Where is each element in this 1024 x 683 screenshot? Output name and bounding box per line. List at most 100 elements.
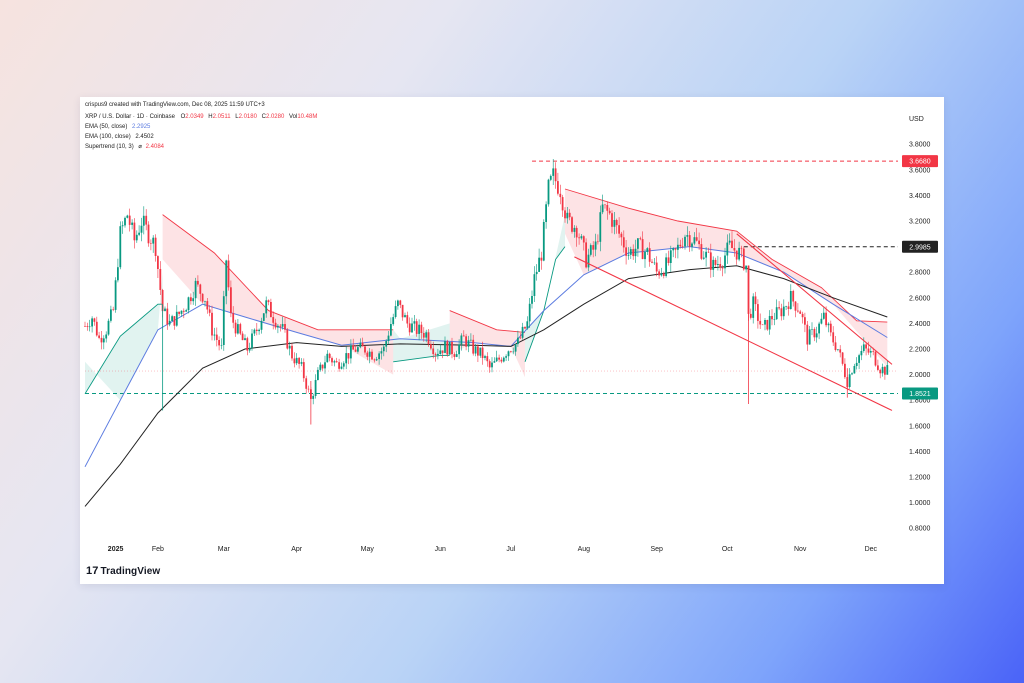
candle-body xyxy=(451,342,453,355)
candle-body xyxy=(397,300,399,307)
candle-body xyxy=(375,359,378,361)
ema100-legend: EMA (100, close) 2.4502 xyxy=(85,134,154,140)
candle-body xyxy=(693,237,696,244)
currency-label: USD xyxy=(909,116,924,123)
candle-body xyxy=(168,320,171,325)
candle-body xyxy=(138,232,140,235)
candle-body xyxy=(267,300,270,303)
candle-body xyxy=(279,325,282,327)
candle-body xyxy=(785,306,787,307)
candle-body xyxy=(154,237,157,256)
candle-body xyxy=(204,301,206,302)
candle-body xyxy=(314,380,317,396)
candle-body xyxy=(493,361,496,363)
candle-body xyxy=(517,337,519,345)
candle-body xyxy=(147,224,150,244)
candle-body xyxy=(582,236,585,243)
candle-body xyxy=(437,353,439,356)
candle-body xyxy=(392,317,395,325)
candle-body xyxy=(872,351,875,352)
candle-body xyxy=(797,310,799,312)
candle-body xyxy=(484,356,486,358)
candle-body xyxy=(575,227,578,238)
candle-body xyxy=(733,248,736,251)
candle-body xyxy=(589,245,592,255)
candle-body xyxy=(180,310,183,314)
candle-body xyxy=(521,326,524,338)
candle-body xyxy=(342,363,345,367)
supertrend-band-0 xyxy=(85,272,163,401)
candle-body xyxy=(460,335,463,345)
ohlc-low-value: 2.0180 xyxy=(239,114,258,120)
candle-body xyxy=(782,306,785,317)
ohlc-vol-label: Vol xyxy=(289,114,297,120)
ema50-name: EMA (50, close) xyxy=(85,124,127,130)
candle-body xyxy=(801,313,804,318)
candle-body xyxy=(444,341,446,353)
candle-body xyxy=(644,252,646,260)
x-tick-label-5: Jun xyxy=(435,546,446,553)
candle-body xyxy=(724,255,726,269)
candle-body xyxy=(695,237,698,241)
candle-body xyxy=(472,339,475,354)
symbol-name: XRP / U.S. Dollar · 1D · Coinbase xyxy=(85,114,176,120)
candle-body xyxy=(232,313,235,323)
supertrend-legend: Supertrend (10, 3) ⌀ 2.4084 xyxy=(85,144,165,150)
ema50-value: 2.2925 xyxy=(132,124,151,130)
candle-body xyxy=(707,251,710,253)
candle-body xyxy=(161,290,164,312)
candle-body xyxy=(241,333,244,341)
tradingview-logo: 17 TradingView xyxy=(86,565,160,577)
chart-attribution: crispus9 created with TradingView.com, D… xyxy=(85,102,265,108)
candle-body xyxy=(258,329,260,332)
ohlc-high-value: 2.0511 xyxy=(213,114,232,120)
x-tick-label-11: Dec xyxy=(865,546,878,553)
candle-body xyxy=(135,234,138,241)
price-badges: 3.6680 2.9985 1.8521 xyxy=(902,155,938,400)
ema100-name: EMA (100, close) xyxy=(85,134,131,140)
candle-body xyxy=(117,267,119,281)
candle-body xyxy=(300,362,303,364)
candle-body xyxy=(719,264,722,268)
candle-body xyxy=(222,296,225,345)
candle-body xyxy=(131,222,133,225)
candle-body xyxy=(335,361,338,363)
candle-body xyxy=(408,323,411,333)
candle-body xyxy=(766,320,769,330)
candle-body xyxy=(742,248,745,270)
candle-body xyxy=(775,307,778,320)
x-tick-label-9: Oct xyxy=(722,546,733,553)
candle-body xyxy=(201,293,204,302)
candle-body xyxy=(648,248,651,262)
candle-body xyxy=(152,237,155,244)
candle-body xyxy=(95,321,98,336)
ohlc-vol-value: 10.48M xyxy=(297,114,317,120)
price-badge-text-0: 3.6680 xyxy=(909,159,931,166)
candle-body xyxy=(886,365,889,375)
tradingview-mark-icon: 17 xyxy=(86,565,99,577)
candle-body xyxy=(119,226,122,268)
candle-body xyxy=(182,310,185,312)
supertrend-line-4 xyxy=(524,246,566,362)
candle-body xyxy=(491,362,493,368)
candle-body xyxy=(328,353,331,359)
candle-body xyxy=(740,247,743,249)
x-tick-label-10: Nov xyxy=(794,546,807,553)
candle-body xyxy=(806,324,809,345)
candle-body xyxy=(837,349,839,350)
candle-body xyxy=(510,351,512,352)
candle-body xyxy=(418,324,420,334)
candle-body xyxy=(246,338,249,351)
candle-body xyxy=(571,217,573,232)
candle-body xyxy=(474,346,477,354)
candle-body xyxy=(298,357,300,364)
candle-body xyxy=(827,323,830,326)
candle-body xyxy=(302,362,305,379)
y-tick-label-3: 3.2000 xyxy=(909,219,931,226)
price-chart: crispus9 created with TradingView.com, D… xyxy=(84,102,938,553)
candle-body xyxy=(702,257,705,259)
candle-body xyxy=(531,296,533,304)
candle-body xyxy=(255,329,258,331)
y-tick-label-2: 3.4000 xyxy=(909,193,931,200)
candle-body xyxy=(855,362,858,366)
